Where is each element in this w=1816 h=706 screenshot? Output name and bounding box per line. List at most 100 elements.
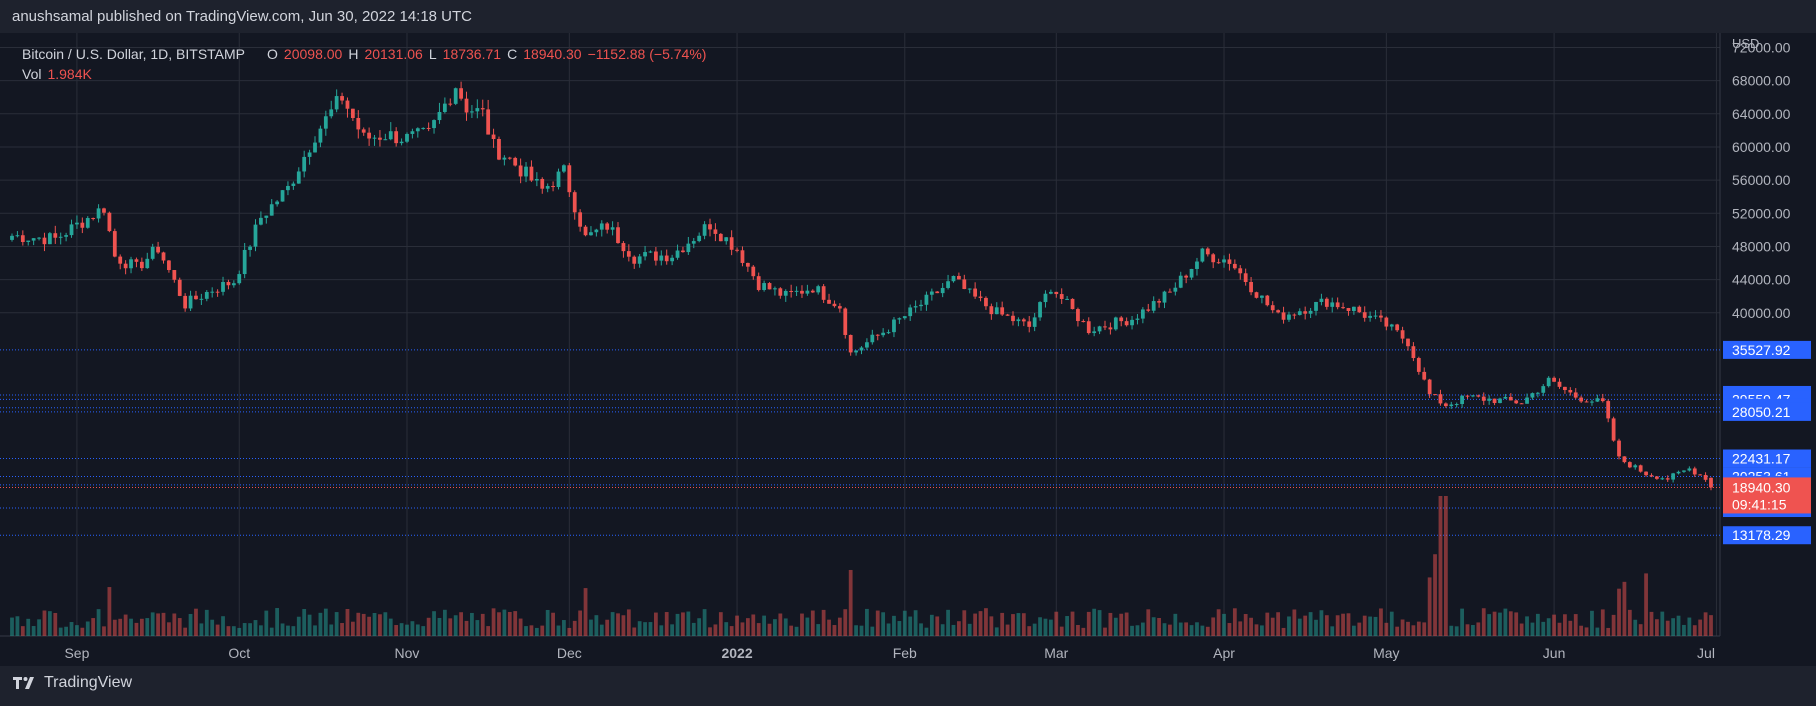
- candle: [1682, 470, 1686, 473]
- candle: [1076, 307, 1080, 327]
- candle-body: [1563, 386, 1567, 391]
- volume-bar: [848, 569, 853, 636]
- candle-body: [1481, 396, 1486, 401]
- volume-bar: [892, 615, 896, 636]
- candle: [1260, 295, 1264, 304]
- candlestick-chart[interactable]: Sep Oct Nov Dec 2022 Feb Mar Apr May Jun Jul USD720…: [0, 33, 1816, 666]
- candle: [378, 130, 382, 147]
- volume-bar: [405, 624, 409, 636]
- volume-bar: [1341, 613, 1345, 636]
- candle-body: [464, 98, 469, 113]
- candle-body: [1216, 262, 1221, 264]
- candle-body: [756, 276, 761, 290]
- grid: [0, 33, 1721, 637]
- candle: [1530, 392, 1535, 400]
- volume-bar: [1682, 624, 1686, 636]
- candle-body: [1092, 331, 1097, 334]
- candle: [1546, 376, 1551, 388]
- candle: [800, 285, 804, 298]
- volume-bar: [778, 613, 783, 636]
- volume-bar: [42, 610, 47, 636]
- volume-bar: [139, 618, 144, 636]
- x-tick-label: Feb: [893, 645, 917, 661]
- x-tick-label: Sep: [64, 645, 89, 661]
- candle-body: [654, 251, 658, 261]
- candle-body: [139, 261, 144, 269]
- candle: [139, 257, 144, 272]
- volume-bar: [1389, 611, 1394, 636]
- candle: [1341, 302, 1345, 310]
- candle: [724, 237, 729, 245]
- candle-body: [1590, 401, 1594, 403]
- candle: [37, 237, 41, 241]
- candle: [1081, 319, 1086, 323]
- volume-bar: [583, 588, 588, 636]
- candle-body: [664, 255, 669, 262]
- volume-bar: [1335, 615, 1340, 636]
- candle-body: [1162, 291, 1167, 303]
- volume-bar: [156, 613, 160, 636]
- candle: [1395, 323, 1400, 332]
- candle: [794, 286, 799, 297]
- legend-open-value: 20098.00: [283, 46, 343, 62]
- level-label-box: [1723, 526, 1811, 545]
- volume-bar: [356, 612, 361, 636]
- volume-bar: [437, 617, 442, 636]
- tradingview-logo-icon[interactable]: [12, 675, 38, 691]
- volume-bar: [599, 624, 604, 636]
- volume-bar: [1195, 622, 1199, 636]
- candle-body: [453, 88, 458, 104]
- volume-bar: [556, 625, 561, 636]
- volume-bar: [323, 608, 328, 636]
- candle: [405, 132, 409, 144]
- volume-bar: [1400, 619, 1405, 636]
- volume-bar: [470, 612, 474, 636]
- candle: [518, 158, 523, 184]
- volume-bar: [1287, 616, 1291, 636]
- candle: [713, 223, 718, 242]
- candle: [1287, 311, 1291, 322]
- volume-bar: [486, 626, 491, 636]
- candle-body: [1146, 309, 1151, 311]
- candle-body: [91, 218, 96, 220]
- volume-bar: [1043, 618, 1048, 636]
- volume-bar: [307, 614, 312, 636]
- candle-body: [1330, 302, 1335, 307]
- candle: [524, 162, 528, 183]
- chart-area[interactable]: Sep Oct Nov Dec 2022 Feb Mar Apr May Jun Jul USD 720…: [0, 33, 1816, 666]
- volume-bar: [881, 612, 886, 636]
- footer-brand[interactable]: TradingView: [44, 674, 133, 691]
- candle-body: [1151, 301, 1156, 311]
- volume-bar: [167, 622, 171, 636]
- y-tick-label: 68000.00: [1732, 73, 1791, 89]
- candle: [442, 97, 447, 114]
- candle: [1070, 298, 1075, 310]
- candle-body: [210, 291, 215, 293]
- volume-bar: [507, 612, 512, 636]
- candle-body: [486, 109, 491, 135]
- volume-bar: [902, 610, 907, 636]
- candle-body: [323, 116, 328, 129]
- legend-vol-label[interactable]: Vol: [22, 66, 42, 82]
- volume-bar: [1184, 622, 1189, 636]
- candle: [470, 105, 474, 119]
- candle: [399, 138, 404, 146]
- volume-bar: [1514, 612, 1519, 636]
- candle-body: [1346, 308, 1351, 311]
- candle-body: [994, 307, 999, 315]
- candle-body: [1287, 314, 1291, 320]
- candle-body: [832, 303, 837, 307]
- volume-bar: [253, 620, 258, 636]
- candle: [291, 181, 296, 190]
- volume-bar: [64, 626, 68, 636]
- candle: [1059, 288, 1064, 304]
- volume-bar: [1151, 617, 1156, 636]
- candle-body: [967, 288, 972, 290]
- volume-bar: [1027, 626, 1032, 636]
- candle-body: [1032, 317, 1037, 327]
- candle: [729, 230, 734, 256]
- candle-body: [686, 243, 691, 253]
- legend-symbol[interactable]: Bitcoin / U.S. Dollar, 1D, BITSTAMP: [22, 46, 246, 62]
- volume-bar: [1406, 621, 1410, 636]
- volume-bar: [524, 626, 528, 636]
